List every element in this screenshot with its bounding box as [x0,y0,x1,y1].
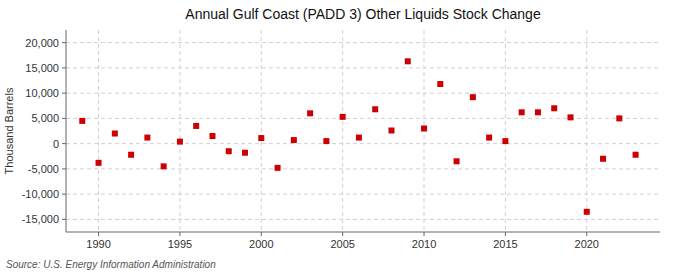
point [535,109,541,115]
point [405,58,411,64]
y-tick-label: 0 [53,138,59,150]
point [372,106,378,112]
y-axis: -15,000 -10,000 -5,000 0 5,000 10,000 15,000 20… [22,37,66,226]
grid [66,30,660,232]
point [161,163,167,169]
x-tick-label: 1995 [168,238,192,250]
y-tick-label: 10,000 [25,87,59,99]
y-tick-label: 5,000 [31,112,59,124]
y-tick-label: 15,000 [25,62,59,74]
point [616,115,622,121]
y-tick [62,42,66,43]
source-note: Source: U.S. Energy Information Administ… [6,259,216,270]
x-tick-label: 2015 [493,238,517,250]
y-tick [62,219,66,220]
point [519,109,525,115]
point [421,125,427,131]
y-tick [62,143,66,144]
point [551,105,557,111]
x-tick [586,232,587,236]
y-grid-line [66,219,660,220]
x-tick [505,232,506,236]
point [307,110,313,116]
y-grid-line [66,168,660,169]
x-grid-line [505,30,506,232]
y-tick-label: -5,000 [28,163,59,175]
y-axis-label: Thousand Barrels [3,87,15,174]
y-tick-label: -10,000 [22,188,59,200]
y-tick-label: 20,000 [25,37,59,49]
x-tick-label: 2010 [412,238,436,250]
y-tick [62,194,66,195]
x-grid-line [342,30,343,232]
point [144,135,150,141]
x-tick [261,232,262,236]
point [600,156,606,162]
title: Annual Gulf Coast (PADD 3) Other Liquids… [185,6,541,22]
x-grid-line [586,30,587,232]
y-tick-label: -15,000 [22,213,59,225]
point [242,150,248,156]
point [209,133,215,139]
point [356,135,362,141]
point [388,127,394,133]
chart-container: -15,000 -10,000 -5,000 0 5,000 10,000 15,000 20… [0,0,675,275]
point [502,138,508,144]
chart-svg: -15,000 -10,000 -5,000 0 5,000 10,000 15,000 20… [0,0,675,275]
x-axis: 1990 1995 2000 2005 2010 2015 2020 [86,232,599,250]
point [340,114,346,120]
y-grid-line [66,67,660,68]
point [79,118,85,124]
x-grid-line [261,30,262,232]
x-tick-label: 2005 [330,238,354,250]
point [323,138,329,144]
x-tick-label: 1990 [86,238,110,250]
y-tick [62,93,66,94]
points [79,58,638,214]
y-tick [62,168,66,169]
point [226,148,232,154]
x-tick-label: 2020 [575,238,599,250]
point [584,209,590,215]
point [437,81,443,87]
y-tick [62,67,66,68]
point [291,137,297,143]
point [567,114,573,120]
point [633,152,639,158]
point [486,135,492,141]
point [258,135,264,141]
point [96,160,102,166]
point [454,158,460,164]
point [112,131,118,137]
y-grid-line [66,42,660,43]
point [193,123,199,129]
point [275,165,281,171]
x-tick [98,232,99,236]
point [470,94,476,100]
x-tick [179,232,180,236]
point [177,139,183,145]
x-tick [342,232,343,236]
x-grid-line [98,30,99,232]
y-tick [62,118,66,119]
y-grid-line [66,93,660,94]
x-grid-line [179,30,180,232]
x-tick-label: 2000 [249,238,273,250]
y-grid-line [66,143,660,144]
y-grid-line [66,194,660,195]
x-tick [424,232,425,236]
point [128,152,134,158]
y-axis-line [66,30,67,232]
x-axis-line [66,232,660,233]
